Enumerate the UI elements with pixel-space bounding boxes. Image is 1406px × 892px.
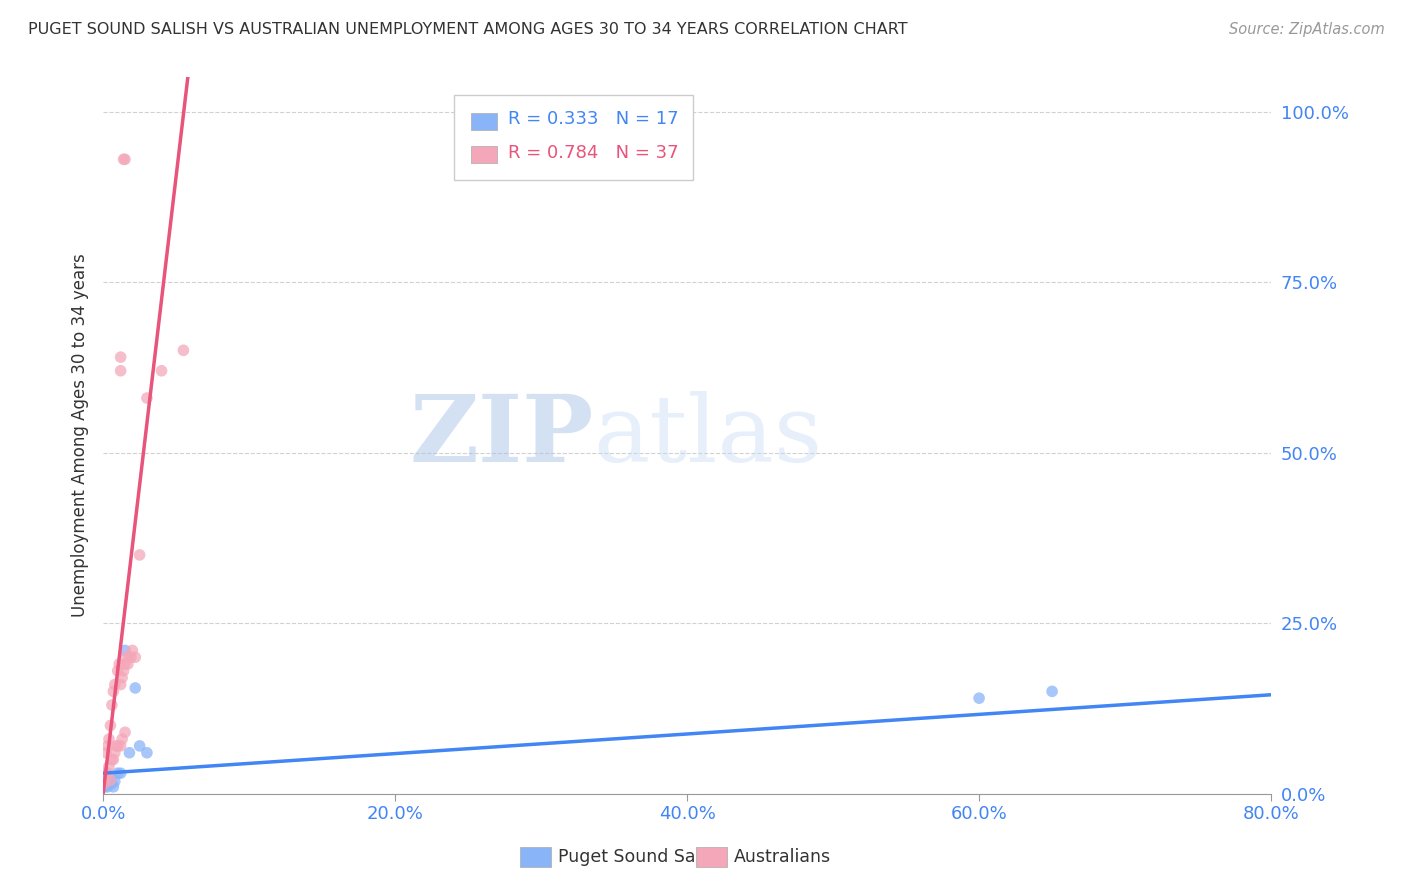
Point xyxy=(104,746,127,760)
Point xyxy=(103,684,125,698)
Point xyxy=(118,746,141,760)
Point xyxy=(93,776,115,790)
Point xyxy=(107,739,129,753)
Point xyxy=(107,664,129,678)
Point xyxy=(110,739,132,753)
FancyBboxPatch shape xyxy=(471,146,496,163)
Point xyxy=(128,739,150,753)
Point xyxy=(110,350,132,364)
Point xyxy=(114,153,136,167)
Point xyxy=(114,657,136,671)
Point xyxy=(967,691,990,706)
Point xyxy=(104,774,127,789)
Point xyxy=(101,776,124,790)
Point xyxy=(121,643,143,657)
Point xyxy=(108,657,131,671)
Point xyxy=(94,770,117,784)
Point xyxy=(100,718,122,732)
Y-axis label: Unemployment Among Ages 30 to 34 years: Unemployment Among Ages 30 to 34 years xyxy=(72,253,89,617)
Point xyxy=(111,732,134,747)
Text: Source: ZipAtlas.com: Source: ZipAtlas.com xyxy=(1229,22,1385,37)
Point xyxy=(110,677,132,691)
Point xyxy=(96,780,118,794)
Point xyxy=(96,766,118,780)
Text: R = 0.784   N = 37: R = 0.784 N = 37 xyxy=(509,144,679,161)
Point xyxy=(120,650,142,665)
Point xyxy=(114,643,136,657)
Text: Australians: Australians xyxy=(734,848,831,866)
Point xyxy=(101,698,124,712)
Point xyxy=(1040,684,1063,698)
Point xyxy=(93,780,115,794)
Text: PUGET SOUND SALISH VS AUSTRALIAN UNEMPLOYMENT AMONG AGES 30 TO 34 YEARS CORRELAT: PUGET SOUND SALISH VS AUSTRALIAN UNEMPLO… xyxy=(28,22,908,37)
Point xyxy=(118,650,141,665)
Text: ZIP: ZIP xyxy=(409,391,593,481)
Point xyxy=(98,759,121,773)
Text: R = 0.333   N = 17: R = 0.333 N = 17 xyxy=(509,110,679,128)
Point xyxy=(94,776,117,790)
Point xyxy=(103,780,125,794)
Point xyxy=(136,391,159,405)
Point xyxy=(100,772,122,787)
Point xyxy=(115,650,138,665)
Point xyxy=(112,153,135,167)
Point xyxy=(100,770,122,784)
Point xyxy=(103,753,125,767)
Point xyxy=(101,753,124,767)
FancyBboxPatch shape xyxy=(471,112,496,129)
Point xyxy=(128,548,150,562)
Point xyxy=(150,364,173,378)
Point xyxy=(111,671,134,685)
Point xyxy=(107,766,129,780)
Point xyxy=(112,664,135,678)
Text: atlas: atlas xyxy=(593,391,823,481)
Point xyxy=(136,746,159,760)
Point xyxy=(110,766,132,780)
Point xyxy=(94,746,117,760)
Point xyxy=(124,681,146,695)
Point xyxy=(105,739,128,753)
Point xyxy=(110,364,132,378)
FancyBboxPatch shape xyxy=(454,95,693,180)
Point xyxy=(124,650,146,665)
Point xyxy=(93,766,115,780)
Point xyxy=(98,772,121,787)
Point xyxy=(114,725,136,739)
Point xyxy=(96,739,118,753)
Point xyxy=(98,732,121,747)
Point xyxy=(172,343,194,358)
Point xyxy=(117,657,139,671)
Point xyxy=(104,677,127,691)
Text: Puget Sound Salish: Puget Sound Salish xyxy=(558,848,725,866)
